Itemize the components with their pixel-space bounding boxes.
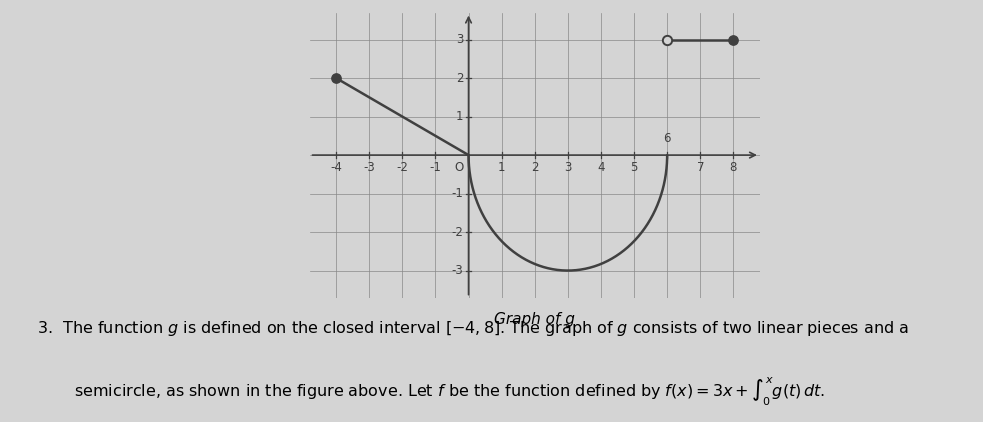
Text: -2: -2 [396,161,408,174]
Text: -1: -1 [430,161,441,174]
Text: -4: -4 [330,161,342,174]
Text: 7: 7 [697,161,704,174]
Text: 2: 2 [531,161,539,174]
Text: O: O [454,161,464,174]
Text: -1: -1 [452,187,464,200]
Text: 3: 3 [564,161,571,174]
Text: 3.  The function $g$ is defined on the closed interval $[-4, 8]$. The graph of $: 3. The function $g$ is defined on the cl… [37,319,909,338]
Text: 6: 6 [664,133,671,146]
Text: -3: -3 [452,264,464,277]
Text: 1: 1 [498,161,505,174]
Point [725,36,741,43]
Text: 5: 5 [630,161,638,174]
Text: 4: 4 [598,161,605,174]
Text: 1: 1 [456,110,464,123]
Text: Graph of g: Graph of g [494,312,575,327]
Text: 2: 2 [456,72,464,84]
Text: -2: -2 [452,226,464,238]
Text: -3: -3 [364,161,376,174]
Text: 3: 3 [456,33,464,46]
Text: semicircle, as shown in the figure above. Let $f$ be the function defined by $f(: semicircle, as shown in the figure above… [74,376,825,408]
Text: 8: 8 [729,161,737,174]
Point [328,75,344,81]
Point [660,36,675,43]
